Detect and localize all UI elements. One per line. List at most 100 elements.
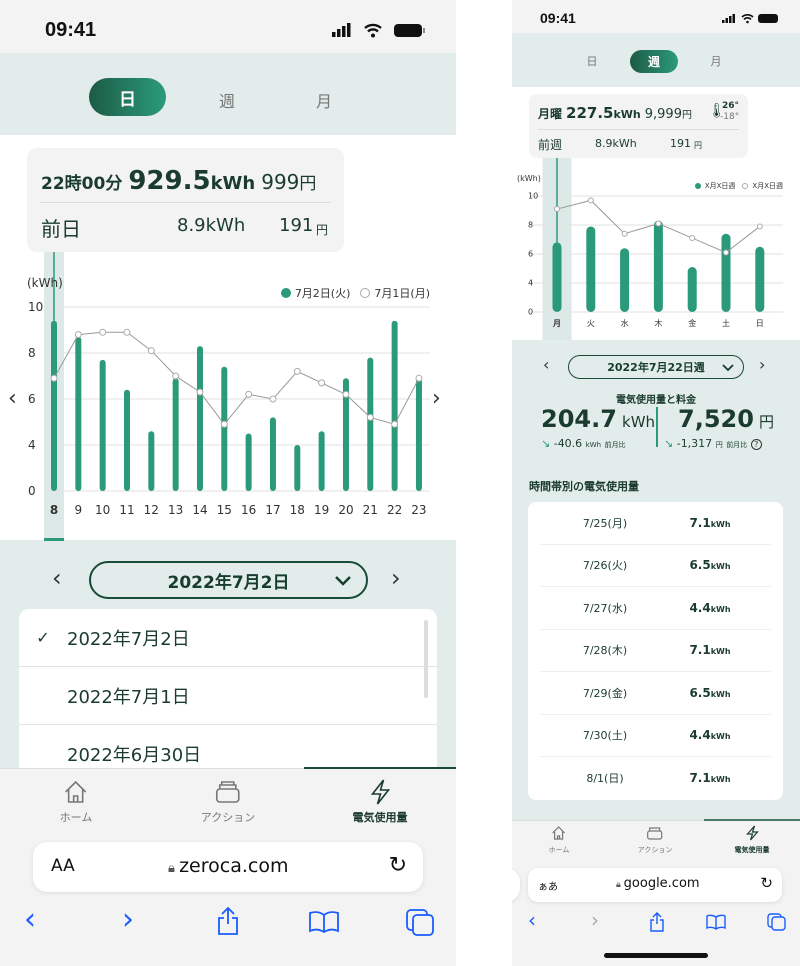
dropdown-option[interactable]: 2022年7月1日 [19, 667, 437, 725]
nav-usage[interactable]: 電気使用量 [353, 779, 408, 825]
y-tick-label: 10 [528, 192, 538, 201]
bar [391, 320, 398, 491]
line-point [74, 331, 82, 339]
bar [586, 226, 596, 312]
tab-week[interactable]: 週 [630, 50, 678, 73]
y-tick-label: 8 [528, 221, 533, 230]
bookmarks-icon[interactable] [706, 914, 726, 930]
bar [342, 378, 349, 491]
forward-icon[interactable]: › [591, 908, 599, 932]
chart-next-arrow[interactable]: › [432, 386, 441, 411]
line-point [293, 367, 301, 375]
line-point [756, 223, 763, 230]
share-icon[interactable] [216, 906, 240, 936]
chart-prev-arrow[interactable]: ‹ [8, 386, 17, 411]
trend-down-icon: ↘ [664, 437, 674, 450]
nav-action[interactable]: アクション [201, 779, 255, 825]
url-bar[interactable]: AA 🔒︎ zeroca.com ↻ [33, 842, 423, 892]
nav-action[interactable]: アクション [638, 825, 672, 855]
active-nav-indicator [304, 767, 456, 769]
bar [294, 445, 301, 491]
yen-diff-value: -1,317 [676, 437, 713, 450]
text-size-button[interactable]: ぁあ [538, 882, 558, 893]
dropdown-option[interactable]: 2022年6月30日 [19, 725, 437, 779]
nav-usage[interactable]: 電気使用量 [735, 825, 770, 855]
signal-icon [332, 23, 351, 37]
line-point [366, 413, 374, 421]
divider [40, 202, 331, 203]
reload-icon[interactable]: ↻ [388, 853, 407, 878]
date-prev-arrow[interactable]: ‹ [543, 355, 550, 374]
yen-diff: ↘ -1,317 円 前月比 ? [664, 437, 762, 450]
url-bar[interactable]: ぁあ 🔒︎ google.com ↻ [528, 868, 782, 902]
dropdown-option[interactable]: ✓ 2022年7月2日 [19, 609, 437, 667]
x-tick-label: 23 [411, 503, 426, 517]
line-point [172, 372, 180, 380]
x-tick-label: 15 [217, 503, 232, 517]
bookmarks-icon[interactable] [308, 910, 340, 934]
row-value-number: 7.1 [689, 643, 711, 658]
previous-tab-card[interactable] [512, 868, 520, 902]
lock-icon: 🔒︎ [616, 880, 624, 890]
tooltip-unit: kWh [613, 108, 641, 121]
back-icon[interactable]: ‹ [528, 908, 536, 932]
tab-week[interactable]: 週 [218, 92, 236, 111]
nav-home[interactable]: ホーム [549, 825, 569, 855]
row-date: 7/25(月) [582, 516, 628, 530]
chart-legend: X月X日週 X月X日週 [694, 181, 783, 191]
row-value-number: 4.4 [689, 600, 711, 615]
date-prev-arrow[interactable]: ‹ [52, 564, 62, 592]
divider [538, 129, 739, 130]
prev-value: 8.9kWh [595, 137, 637, 150]
prev-yen: 円 [694, 141, 702, 150]
line-point [655, 220, 662, 227]
date-selector-value: 2022年7月22日週 [607, 361, 705, 374]
tabs-icon[interactable] [405, 908, 435, 936]
share-icon[interactable] [649, 912, 665, 932]
x-tick-label: 12 [144, 503, 159, 517]
tab-month[interactable]: 月 [710, 55, 722, 68]
date-next-arrow[interactable]: › [391, 564, 401, 592]
scrollbar[interactable] [424, 620, 428, 698]
highlight-column [542, 158, 572, 340]
kwh-diff-value: -40.6 [553, 437, 583, 450]
period-tabs: 日 週 月 [0, 53, 456, 135]
row-value: 7.1kWh [670, 771, 750, 785]
comparison-line [556, 199, 761, 254]
archive-icon [216, 781, 240, 803]
back-icon[interactable]: ‹ [24, 902, 36, 937]
kwh-unit: kWh [622, 413, 656, 431]
bar [51, 320, 57, 491]
forward-icon[interactable]: › [122, 902, 134, 937]
tab-day[interactable]: 日 [586, 55, 598, 68]
tabs-icon[interactable] [767, 913, 787, 931]
date-selector[interactable]: 2022年7月22日週 [568, 355, 744, 379]
line-point [415, 374, 423, 382]
nav-home[interactable]: ホーム [60, 779, 92, 825]
yen-total: 7,520 円 [678, 405, 774, 433]
x-tick-label: 22 [387, 503, 402, 517]
yen-unit: 円 [759, 413, 775, 431]
date-next-arrow[interactable]: › [759, 355, 766, 374]
summary-divider [656, 407, 658, 447]
nav-label: アクション [200, 811, 256, 824]
daily-usage-list: 7/25(月) 7.1kWh 7/26(火) 6.5kWh 7/27(水) 4.4kWh 7… [528, 502, 783, 800]
tab-day[interactable]: 日 [89, 78, 166, 116]
list-item: 7/30(土) 4.4kWh [540, 715, 771, 757]
line-point [147, 347, 155, 355]
bar [99, 359, 106, 491]
row-date: 7/30(土) [582, 729, 628, 743]
legend-bar: 7月2日(火) [294, 287, 351, 300]
x-tick-label: 13 [168, 503, 183, 517]
tab-month[interactable]: 月 [315, 92, 333, 111]
text-size-button[interactable]: AA [51, 856, 75, 876]
tooltip-price: 9,999 [644, 107, 682, 122]
kwh-diff: ↘ -40.6 kWh 前月比 [541, 437, 626, 450]
tooltip-card: 22時00分 929.5 kWh 999 円 前日 8.9kWh 191 円 [27, 148, 344, 252]
tooltip-yen: 円 [299, 174, 317, 194]
date-selector[interactable]: 2022年7月2日 [89, 561, 368, 599]
y-tick-label: 6 [28, 392, 36, 406]
bar [269, 417, 276, 491]
reload-icon[interactable]: ↻ [760, 874, 773, 892]
help-icon[interactable]: ? [750, 439, 762, 450]
